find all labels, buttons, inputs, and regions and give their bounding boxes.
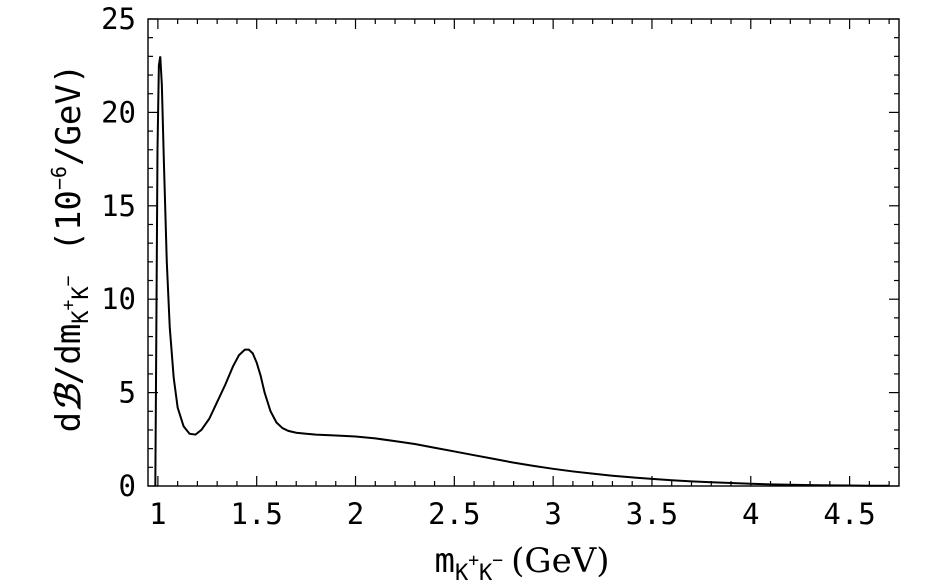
- ticks: [148, 18, 899, 487]
- x-tick-label: 4: [742, 497, 759, 531]
- y-tick-label: 5: [119, 376, 136, 410]
- plot-frame: [147, 18, 900, 487]
- x-tick-label: 1: [149, 497, 166, 531]
- y-axis-title: dℬ/dmK+K−(10−6/GeV): [47, 64, 94, 433]
- x-tick-label: 4.5: [823, 497, 875, 531]
- x-tick-label: 3.5: [626, 497, 678, 531]
- x-tick-label: 1.5: [231, 497, 283, 531]
- tick-labels: 1 1.5 2 2.5 3 3.5 4 4.5 0 5 10 15 20 25: [101, 2, 876, 531]
- x-axis-title: mK+K− (GeV): [434, 541, 609, 581]
- series-line: [154, 56, 890, 487]
- y-tick-label: 20: [101, 95, 136, 129]
- x-tick-label: 2.5: [428, 497, 480, 531]
- y-tick-label: 0: [119, 469, 136, 503]
- y-tick-label: 15: [101, 189, 136, 223]
- y-tick-label: 25: [101, 2, 136, 36]
- x-tick-label: 3: [544, 497, 561, 531]
- y-tick-label: 10: [101, 282, 136, 316]
- x-tick-label: 2: [347, 497, 364, 531]
